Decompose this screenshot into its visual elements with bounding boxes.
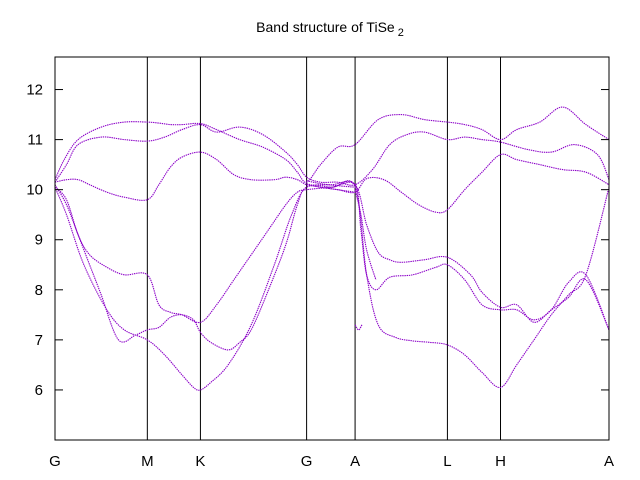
band-line-10 bbox=[354, 324, 363, 331]
band-line-7 bbox=[306, 180, 356, 188]
band-lines bbox=[54, 106, 610, 391]
high-symmetry-lines bbox=[146, 57, 502, 440]
y-tick-label-0: 6 bbox=[35, 382, 43, 399]
x-tick-label-0: G bbox=[49, 453, 61, 470]
band-line-1 bbox=[54, 106, 610, 183]
band-line-6 bbox=[54, 180, 610, 391]
band-line-9 bbox=[354, 189, 377, 280]
x-tick-label-2: K bbox=[195, 453, 205, 470]
y-tick-label-6: 12 bbox=[26, 82, 43, 99]
x-tick-label-3: G bbox=[301, 453, 313, 470]
x-tick-label-1: M bbox=[141, 453, 154, 470]
plot-frame bbox=[54, 56, 610, 441]
y-tick-label-2: 8 bbox=[35, 282, 43, 299]
band-line-8 bbox=[306, 183, 356, 193]
y-axis: 6 7 8 9 10 11 12 bbox=[26, 82, 609, 399]
y-tick-label-3: 9 bbox=[35, 232, 43, 249]
x-tick-label-7: A bbox=[604, 453, 614, 470]
chart-title-main: Band structure of TiSe bbox=[256, 19, 395, 35]
x-tick-label-4: A bbox=[350, 453, 360, 470]
band-line-5 bbox=[54, 180, 610, 351]
x-tick-label-5: L bbox=[443, 453, 451, 470]
x-tick-label-6: H bbox=[495, 453, 506, 470]
y-tick-label-4: 10 bbox=[26, 182, 43, 199]
band-line-4 bbox=[54, 181, 610, 331]
band-line-3 bbox=[54, 151, 610, 214]
y-tick-label-1: 7 bbox=[35, 332, 43, 349]
chart-title: Band structure of TiSe 2 bbox=[256, 19, 404, 39]
chart-title-subscript: 2 bbox=[398, 27, 404, 39]
y-tick-label-5: 11 bbox=[27, 132, 43, 149]
band-line-2 bbox=[54, 124, 610, 186]
